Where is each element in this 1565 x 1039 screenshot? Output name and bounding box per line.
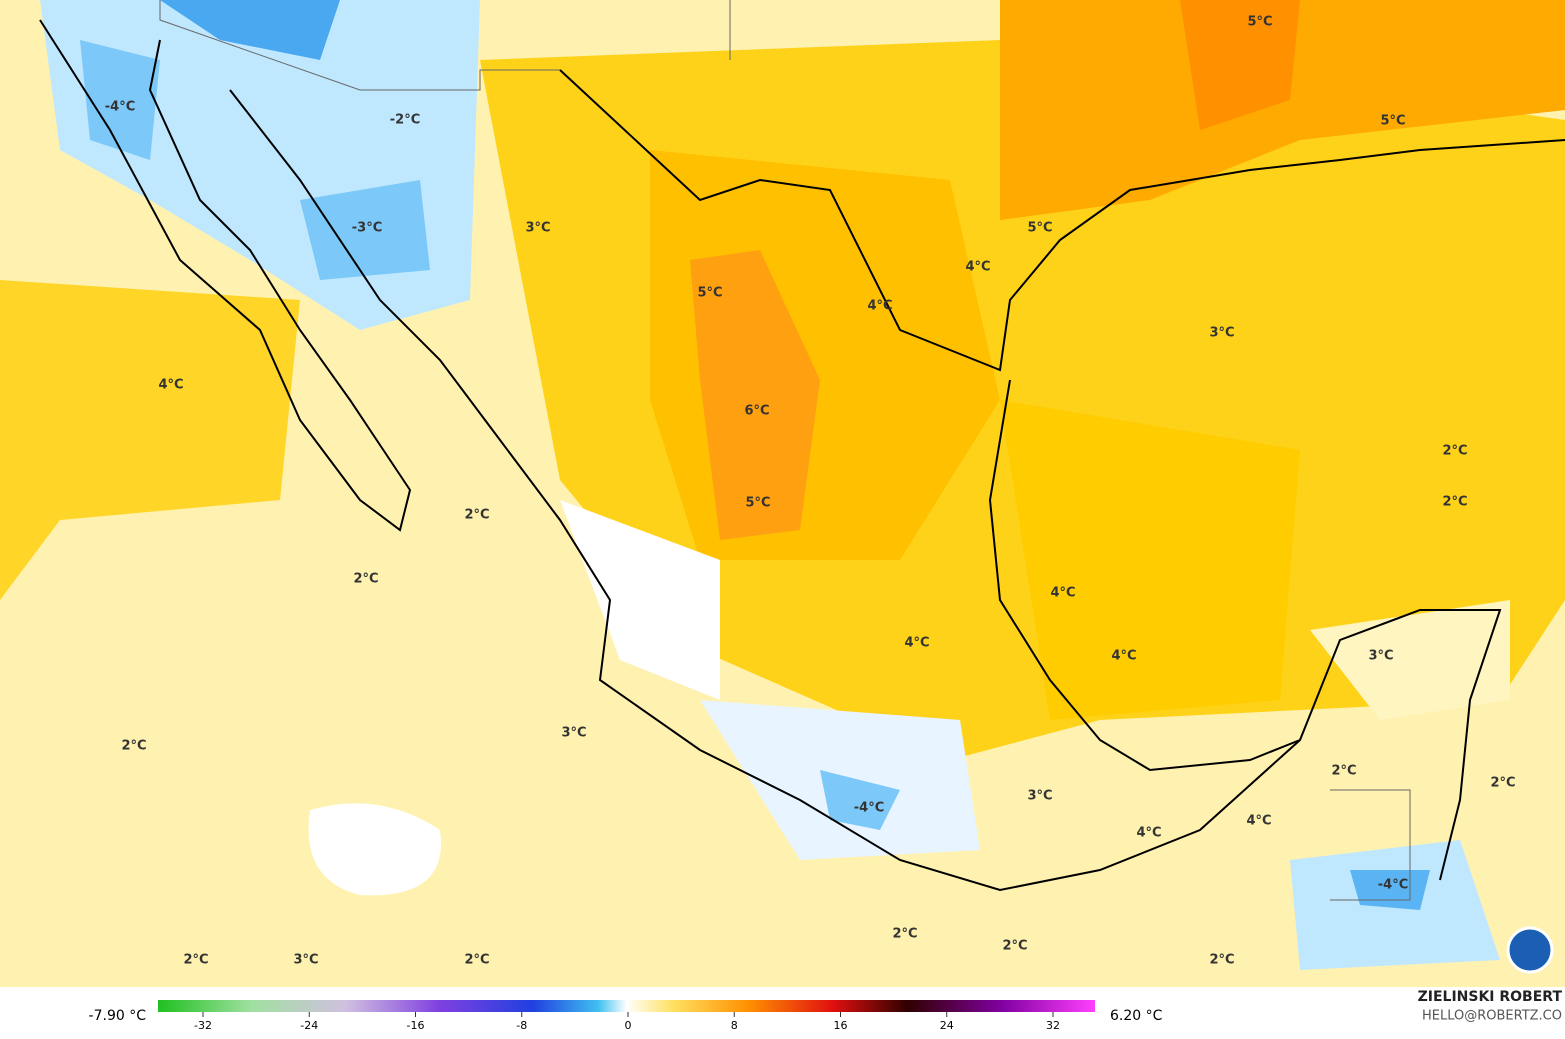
map-label: 5°C [697,286,722,301]
colorbar-tick-label: 0 [625,1019,632,1032]
colorbar-tick-label: 32 [1046,1019,1060,1032]
map-label: 4°C [1246,814,1271,829]
colorbar [158,1000,1095,1012]
map-label: 2°C [1002,939,1027,954]
map-label: 4°C [1111,649,1136,664]
noaa-logo [1506,926,1554,974]
map-label: 2°C [1490,776,1515,791]
map-label: 4°C [965,260,990,275]
map-label: 4°C [1050,586,1075,601]
map-label: 6°C [744,404,769,419]
colorbar-tick-label: -32 [194,1019,212,1032]
map-label: 5°C [1247,15,1272,30]
map-label: 4°C [158,378,183,393]
map-label: 4°C [867,299,892,314]
map-label: -3°C [352,221,382,236]
map-label: 5°C [1027,221,1052,236]
map-label: -4°C [854,801,884,816]
map-label: 5°C [745,496,770,511]
colorbar-tick-label: 8 [731,1019,738,1032]
map-label: 4°C [904,636,929,651]
map-label: 3°C [293,953,318,968]
colorbar-tick-label: 24 [940,1019,954,1032]
map-label: 2°C [1331,764,1356,779]
colorbar-tick-label: -16 [407,1019,425,1032]
map-label: 2°C [1442,444,1467,459]
map-label: 2°C [1442,495,1467,510]
borders [159,0,1411,901]
colorbar-tick-label: 16 [834,1019,848,1032]
map-label: 5°C [1380,114,1405,129]
map-label: 2°C [121,739,146,754]
map-label: -4°C [1378,878,1408,893]
map-label: -2°C [390,113,420,128]
map-label: 4°C [1136,826,1161,841]
colorbar-max: 6.20 °C [1110,1008,1163,1024]
map-label: 2°C [1209,953,1234,968]
colorbar-min: -7.90 °C [89,1008,147,1024]
map-label: 3°C [1027,789,1052,804]
map-label: 3°C [1209,326,1234,341]
coastlines [39,19,1565,892]
map-label: 2°C [892,927,917,942]
map-label: 2°C [464,508,489,523]
map-label: 2°C [464,953,489,968]
colorbar-tick-label: -24 [300,1019,318,1032]
map-field [0,0,1565,987]
map-label: 3°C [525,221,550,236]
colorbar-tick-label: -8 [516,1019,527,1032]
map-label: -4°C [105,100,135,115]
credit-name: ZIELINSKI ROBERT [1418,989,1563,1005]
credit-email: HELLO@ROBERTZ.CO [1422,1009,1562,1024]
map-label: 2°C [353,572,378,587]
map-label: 2°C [183,953,208,968]
map-label: 3°C [1368,649,1393,664]
map-label: 3°C [561,726,586,741]
